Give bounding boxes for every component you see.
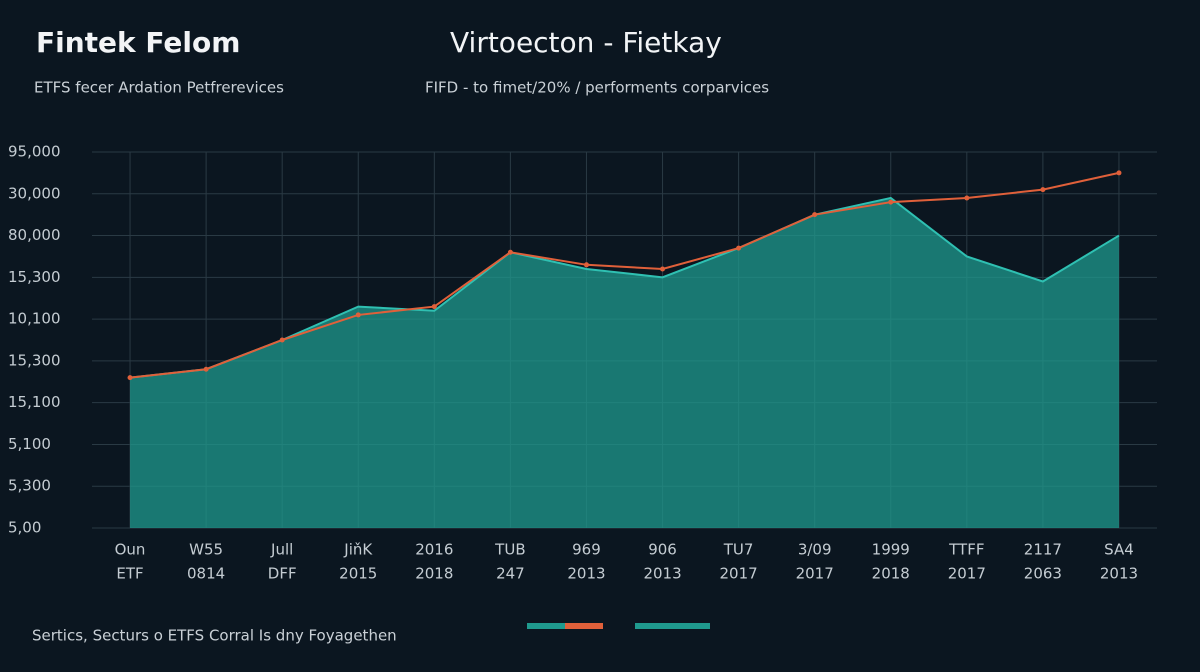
point xyxy=(355,312,361,318)
legend-swatch xyxy=(635,623,710,629)
point xyxy=(431,304,437,310)
point xyxy=(1040,187,1046,193)
point xyxy=(127,375,133,381)
x-tick-label: 3/09 xyxy=(798,541,832,559)
subtitle: ETFS fecer Ardation Petfrerevices xyxy=(34,79,284,97)
x-tick-label: 0814 xyxy=(187,565,225,583)
subtitle-2: FIFD - to fimet/20% / performents corpar… xyxy=(425,79,769,97)
x-tick-label: DFF xyxy=(268,565,297,583)
x-tick-label: 2063 xyxy=(1024,565,1062,583)
x-tick-label: TU7 xyxy=(723,541,754,559)
x-tick-label: 2017 xyxy=(796,565,834,583)
y-tick-label: 15,100 xyxy=(8,393,61,411)
x-tick-label: 2018 xyxy=(415,565,453,583)
chart-title: Fintek Felom xyxy=(36,26,240,59)
point xyxy=(964,195,970,201)
x-tick-label: Oun xyxy=(115,541,146,559)
y-tick-label: 10,100 xyxy=(8,310,61,328)
x-tick-label: Jull xyxy=(270,541,293,559)
y-tick-label: 15,300 xyxy=(8,351,61,369)
y-tick-label: 5,300 xyxy=(8,477,51,495)
point xyxy=(507,249,513,255)
point xyxy=(660,266,666,272)
x-tick-label: ETF xyxy=(116,565,143,583)
point xyxy=(1116,170,1122,176)
x-tick-label: 2017 xyxy=(720,565,758,583)
y-tick-label: 15,300 xyxy=(8,268,61,286)
x-tick-label: 2018 xyxy=(872,565,910,583)
y-tick-label: 5,00 xyxy=(8,519,41,537)
x-tick-label: SA4 xyxy=(1104,541,1134,559)
footer: Sertics, Secturs o ETFS Corral Is dny Fo… xyxy=(32,627,397,645)
area xyxy=(130,197,1119,528)
x-tick-label: 2117 xyxy=(1024,541,1062,559)
x-tick-label: 969 xyxy=(572,541,601,559)
chart-title-2: Virtoecton - Fietkay xyxy=(450,26,722,59)
x-tick-label: W55 xyxy=(189,541,223,559)
point xyxy=(203,366,209,372)
area-edge xyxy=(129,196,1120,379)
point xyxy=(736,245,742,251)
x-tick-label: 247 xyxy=(496,565,525,583)
x-tick-label: TTFF xyxy=(948,541,984,559)
y-tick-label: 5,100 xyxy=(8,435,51,453)
legend-swatch xyxy=(565,623,603,629)
point xyxy=(812,212,818,218)
x-tick-label: 2015 xyxy=(339,565,377,583)
point xyxy=(583,262,589,268)
x-tick-label: 2013 xyxy=(1100,565,1138,583)
y-tick-label: 80,000 xyxy=(8,226,61,244)
point xyxy=(279,337,285,343)
x-tick-label: JiňK xyxy=(343,541,373,559)
point xyxy=(888,199,894,205)
y-tick-label: 95,000 xyxy=(8,143,61,161)
x-tick-label: TUB xyxy=(494,541,525,559)
x-tick-label: 2013 xyxy=(643,565,681,583)
legend-swatch xyxy=(527,623,565,629)
x-tick-label: 1999 xyxy=(872,541,910,559)
x-tick-label: 2016 xyxy=(415,541,453,559)
x-tick-label: 906 xyxy=(648,541,677,559)
line xyxy=(129,171,1120,379)
y-tick-label: 30,000 xyxy=(8,184,61,202)
x-tick-label: 2017 xyxy=(948,565,986,583)
x-tick-label: 2013 xyxy=(567,565,605,583)
